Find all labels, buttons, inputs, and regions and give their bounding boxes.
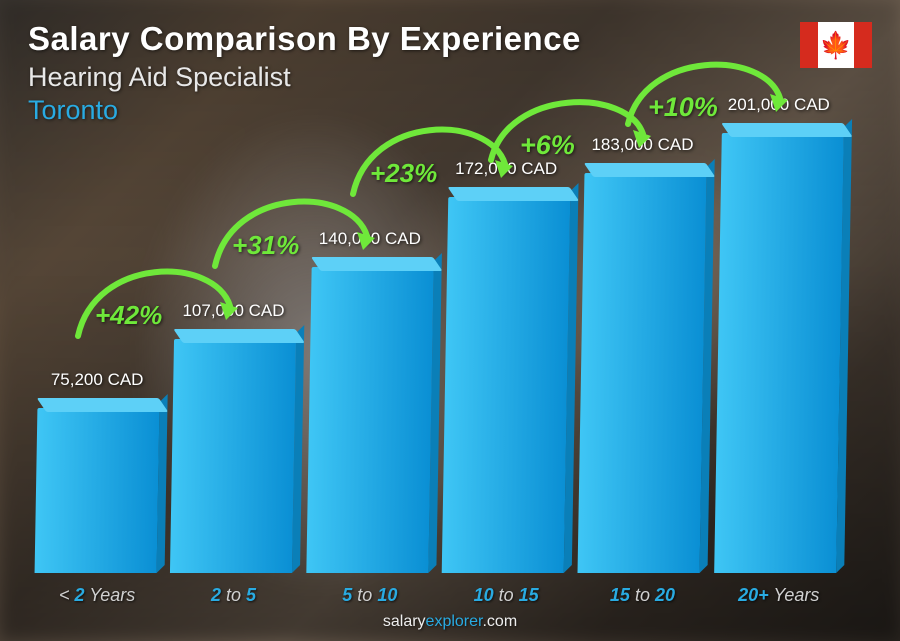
flag-band-right bbox=[854, 22, 872, 68]
brand-accent: explorer bbox=[426, 613, 483, 630]
bar bbox=[35, 408, 160, 573]
bar-column: 140,000 CAD5 to 10 bbox=[309, 229, 431, 573]
bar-column: 75,200 CAD< 2 Years bbox=[36, 370, 158, 573]
chart-subtitle: Hearing Aid Specialist bbox=[28, 62, 581, 93]
bar-wrap bbox=[718, 133, 840, 573]
bar-wrap bbox=[309, 267, 431, 573]
maple-leaf-icon: 🍁 bbox=[820, 32, 852, 58]
content-layer: Salary Comparison By Experience Hearing … bbox=[0, 0, 900, 641]
bar-top bbox=[311, 257, 443, 271]
bar-value-label: 201,000 CAD bbox=[728, 95, 830, 115]
bar-value-label: 107,000 CAD bbox=[182, 301, 284, 321]
bar bbox=[442, 197, 571, 573]
bar-front bbox=[442, 197, 571, 573]
flag-canada: 🍁 bbox=[800, 22, 872, 68]
bar bbox=[170, 339, 296, 573]
bar-chart: 75,200 CAD< 2 Years107,000 CAD2 to 5140,… bbox=[36, 133, 840, 573]
bar-top bbox=[37, 398, 169, 412]
bar bbox=[306, 267, 434, 573]
bar-column: 201,000 CAD20+ Years bbox=[718, 95, 840, 573]
chart-location: Toronto bbox=[28, 95, 581, 126]
increase-pct-label: +10% bbox=[648, 92, 718, 123]
bar-front bbox=[306, 267, 434, 573]
chart-title: Salary Comparison By Experience bbox=[28, 20, 581, 58]
brand-suffix: .com bbox=[482, 613, 517, 630]
category-label: 2 to 5 bbox=[211, 584, 256, 607]
bar-front bbox=[170, 339, 296, 573]
bar-value-label: 75,200 CAD bbox=[51, 370, 144, 390]
flag-band-left bbox=[800, 22, 818, 68]
bar-wrap bbox=[445, 197, 567, 573]
bar-value-label: 183,000 CAD bbox=[591, 135, 693, 155]
bar-column: 172,000 CAD10 to 15 bbox=[445, 159, 567, 573]
bar-wrap bbox=[36, 408, 158, 573]
category-label: < 2 Years bbox=[59, 584, 135, 607]
bar bbox=[714, 133, 844, 573]
bar-column: 107,000 CAD2 to 5 bbox=[172, 301, 294, 573]
bar-wrap bbox=[581, 173, 703, 573]
bar-top bbox=[174, 329, 306, 343]
flag-band-center: 🍁 bbox=[818, 22, 854, 68]
bar-top bbox=[721, 123, 853, 137]
category-label: 15 to 20 bbox=[610, 584, 675, 607]
bar-wrap bbox=[172, 339, 294, 573]
bar-top bbox=[584, 163, 716, 177]
category-label: 20+ Years bbox=[738, 584, 819, 607]
bar-top bbox=[448, 187, 580, 201]
bar-value-label: 172,000 CAD bbox=[455, 159, 557, 179]
category-label: 10 to 15 bbox=[474, 584, 539, 607]
category-label: 5 to 10 bbox=[342, 584, 397, 607]
footer-brand: salaryexplorer.com bbox=[0, 613, 900, 631]
bar-column: 183,000 CAD15 to 20 bbox=[581, 135, 703, 573]
bar bbox=[578, 173, 707, 573]
header: Salary Comparison By Experience Hearing … bbox=[28, 20, 581, 126]
brand-prefix: salary bbox=[383, 613, 426, 630]
bar-front bbox=[578, 173, 707, 573]
bar-value-label: 140,000 CAD bbox=[319, 229, 421, 249]
bar-front bbox=[714, 133, 844, 573]
bar-front bbox=[35, 408, 160, 573]
